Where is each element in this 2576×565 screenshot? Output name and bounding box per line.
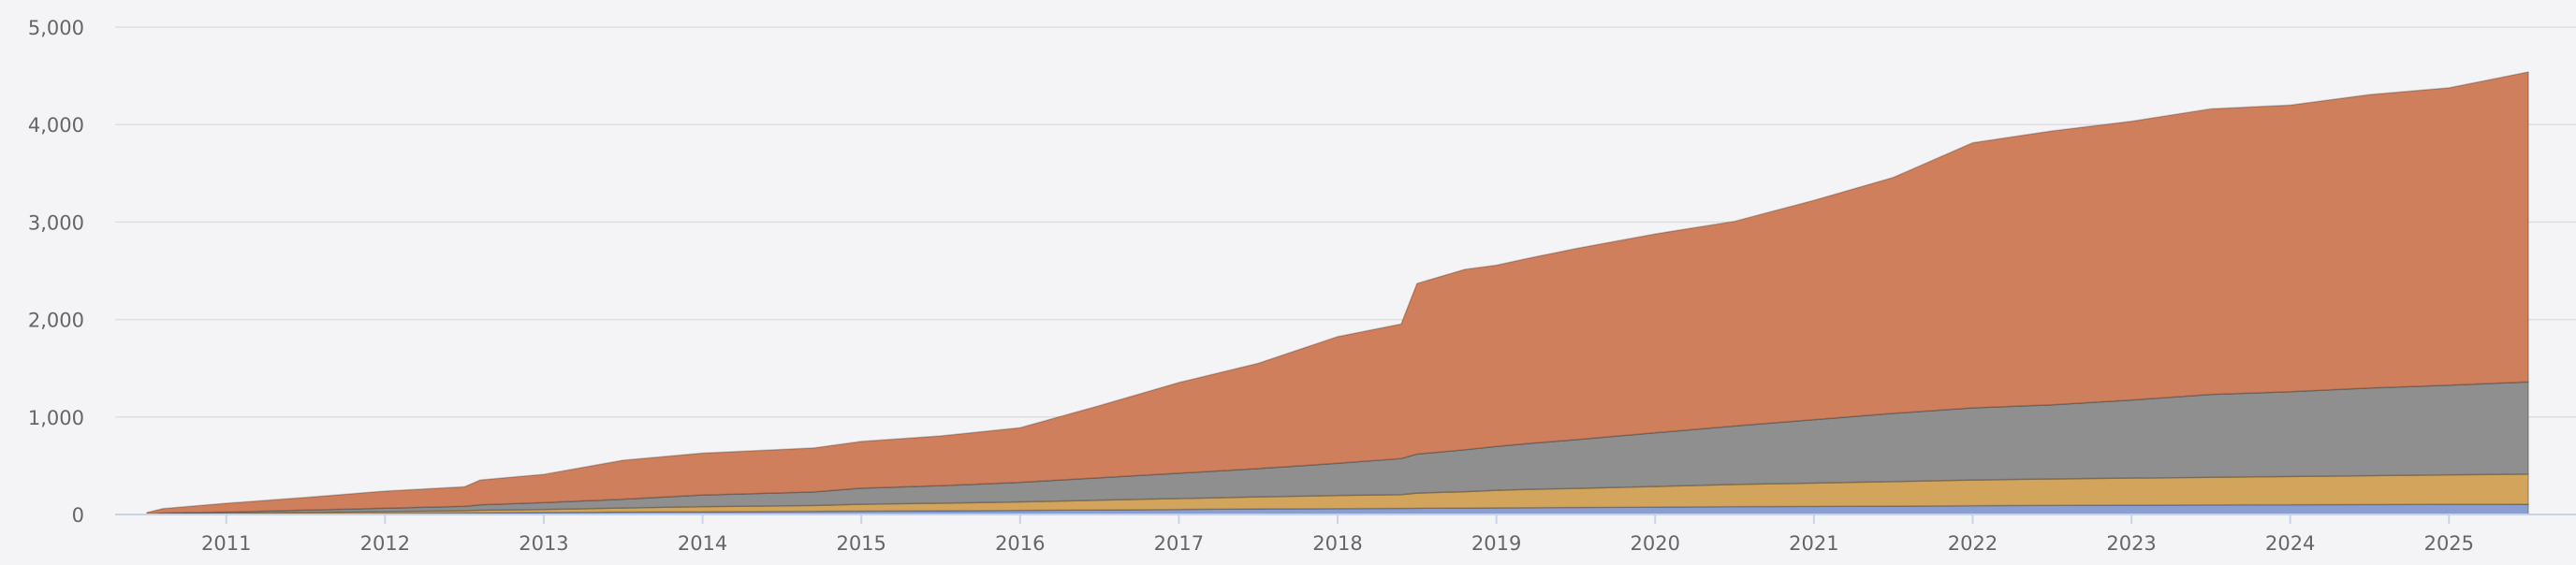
- y-tick-label: 0: [72, 504, 84, 527]
- axes: [115, 514, 2576, 524]
- x-tick-label: 2014: [678, 532, 727, 555]
- x-tick-label: 2020: [1631, 532, 1680, 555]
- y-tick-label: 5,000: [28, 17, 84, 39]
- y-tick-label: 4,000: [28, 114, 84, 137]
- x-tick-label: 2017: [1154, 532, 1204, 555]
- y-tick-labels: 0 1,000 2,000 3,000 4,000 5,000: [28, 17, 84, 527]
- x-tick-label: 2024: [2265, 532, 2315, 555]
- x-tick-label: 2018: [1312, 532, 1362, 555]
- y-tick-label: 3,000: [28, 211, 84, 234]
- y-tick-label: 2,000: [28, 310, 84, 332]
- x-tick-label: 2016: [995, 532, 1045, 555]
- x-tick-label: 2012: [360, 532, 410, 555]
- area-series-4: [146, 71, 2529, 515]
- x-tick-label: 2023: [2106, 532, 2156, 555]
- x-tick-label: 2013: [519, 532, 568, 555]
- x-tick-label: 2019: [1471, 532, 1521, 555]
- x-tick-label: 2021: [1789, 532, 1838, 555]
- area-series-group: [146, 71, 2529, 515]
- x-tick-label: 2025: [2424, 532, 2474, 555]
- area-series-3: [146, 381, 2529, 515]
- x-tick-labels: 2011 2012 2013 2014 2015 2016 2017 2018 2019 2020…: [201, 532, 2474, 555]
- y-tick-label: 1,000: [28, 407, 84, 429]
- x-tick-label: 2022: [1948, 532, 1998, 555]
- x-tick-label: 2015: [836, 532, 886, 555]
- x-tick-label: 2011: [201, 532, 251, 555]
- area-series-2: [146, 473, 2529, 515]
